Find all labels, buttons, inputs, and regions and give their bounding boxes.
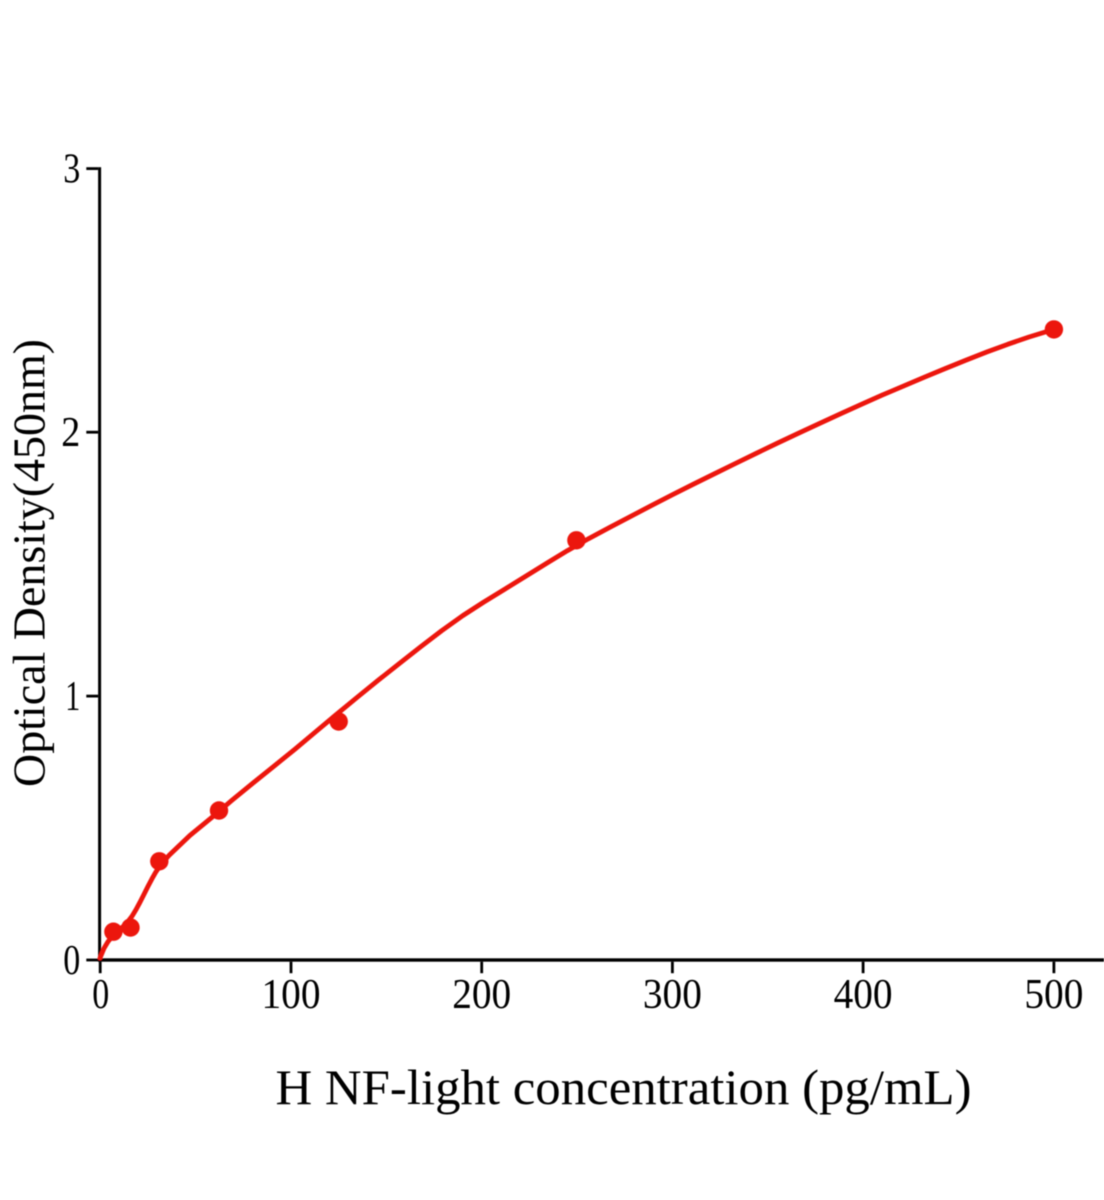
svg-text:300: 300 [643, 972, 702, 1018]
svg-text:Optical Density(450nm): Optical Density(450nm) [4, 339, 55, 787]
svg-text:2: 2 [61, 410, 80, 456]
svg-text:400: 400 [834, 972, 893, 1018]
svg-text:1: 1 [65, 674, 80, 720]
svg-text:0: 0 [92, 972, 109, 1018]
svg-text:500: 500 [1024, 972, 1083, 1018]
svg-text:3: 3 [63, 147, 80, 193]
svg-text:0: 0 [63, 938, 80, 984]
svg-text:200: 200 [452, 972, 511, 1018]
svg-text:H NF-light concentration (pg/m: H NF-light concentration (pg/mL) [276, 1059, 972, 1115]
svg-text:100: 100 [262, 972, 321, 1018]
